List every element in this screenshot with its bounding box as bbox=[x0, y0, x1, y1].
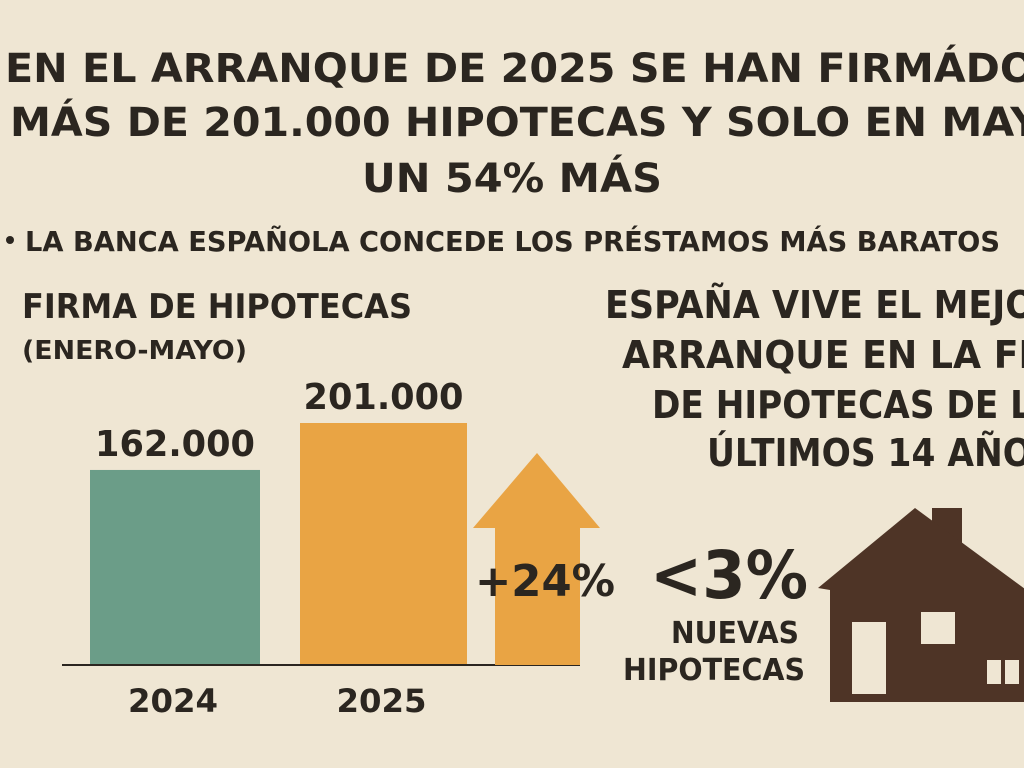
headline: UN 54% MÁS bbox=[362, 154, 662, 202]
bar bbox=[300, 423, 467, 665]
bullet-dot bbox=[6, 236, 14, 244]
chart-title: FIRMA DE HIPOTECAS bbox=[22, 287, 412, 327]
side-text: ARRANQUE EN LA FI bbox=[622, 333, 1024, 377]
value-label: 201.000 bbox=[304, 377, 464, 418]
growth-label: +24% bbox=[475, 556, 615, 607]
category-label: 2024 bbox=[128, 682, 218, 720]
headline: MÁS DE 201.000 HIPOTECAS Y SOLO EN MAY bbox=[10, 98, 1024, 146]
side-text: ESPAÑA VIVE EL MEJO bbox=[605, 283, 1024, 327]
chart-subtitle: (ENERO-MAYO) bbox=[22, 336, 247, 366]
bar bbox=[90, 469, 260, 665]
value-label: 162.000 bbox=[95, 424, 255, 465]
bar-chart: 162.000 2024 201.000 2025 bbox=[90, 377, 467, 720]
house-icon bbox=[818, 508, 1024, 702]
bullet-text: LA BANCA ESPAÑOLA CONCEDE LOS PRÉSTAMOS … bbox=[25, 224, 1000, 258]
stat-label: NUEVAS bbox=[671, 616, 799, 651]
side-text: ÚLTIMOS 14 AÑO bbox=[707, 431, 1024, 475]
side-text: DE HIPOTECAS DE L bbox=[652, 383, 1024, 427]
stat: <3% bbox=[650, 537, 808, 614]
growth-arrow bbox=[473, 453, 600, 665]
category-label: 2025 bbox=[337, 682, 427, 720]
stat-label: HIPOTECAS bbox=[623, 653, 805, 688]
headline: EN EL ARRANQUE DE 2025 SE HAN FIRMÁDO bbox=[5, 44, 1024, 92]
